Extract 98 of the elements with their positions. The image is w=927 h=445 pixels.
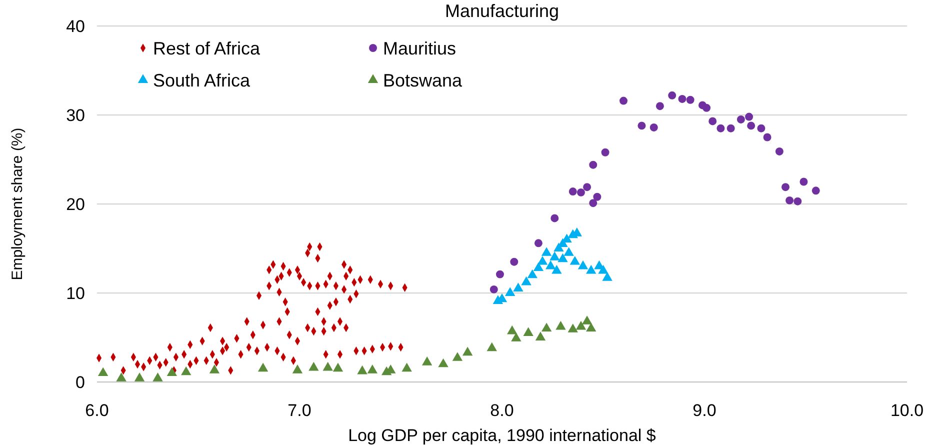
point — [668, 91, 676, 100]
point — [292, 364, 303, 374]
point — [589, 199, 598, 208]
point — [747, 122, 756, 130]
point — [116, 372, 126, 382]
point — [757, 124, 766, 132]
legend-label: South Africa — [153, 70, 252, 90]
point — [533, 262, 544, 272]
x-tick-label: 7.0 — [288, 401, 312, 420]
y-tick-label: 0 — [76, 372, 85, 392]
point — [367, 364, 378, 374]
y-tick-label: 30 — [66, 106, 85, 125]
point — [586, 322, 596, 332]
point — [708, 117, 717, 126]
y-tick-label: 10 — [66, 284, 85, 303]
point — [800, 178, 808, 186]
x-tick-label: 6.0 — [85, 401, 109, 420]
point — [558, 253, 568, 262]
point — [511, 332, 522, 342]
point — [763, 133, 772, 142]
point — [782, 183, 790, 192]
legend-label: Rest of Africa — [153, 38, 262, 58]
point — [726, 124, 735, 132]
point — [541, 322, 552, 332]
point — [322, 362, 333, 371]
point — [583, 183, 592, 192]
point — [568, 188, 577, 196]
point — [523, 327, 534, 336]
point — [736, 115, 745, 124]
point — [812, 186, 820, 195]
point — [656, 102, 664, 110]
point — [490, 285, 498, 294]
point — [602, 272, 612, 281]
point — [98, 367, 108, 376]
point — [638, 122, 646, 130]
point — [550, 252, 560, 260]
point — [601, 148, 610, 156]
point — [521, 276, 532, 286]
point — [134, 372, 145, 382]
point — [582, 316, 592, 324]
point — [534, 239, 542, 248]
point — [678, 95, 686, 103]
point — [308, 362, 319, 371]
legend-label: Botswana — [383, 70, 464, 90]
point — [209, 364, 220, 374]
point — [650, 123, 658, 132]
point — [181, 366, 192, 376]
y-tick-label: 40 — [66, 16, 85, 36]
point — [568, 324, 578, 332]
point — [564, 247, 574, 256]
point — [589, 160, 598, 169]
point — [775, 148, 784, 156]
point — [576, 320, 586, 330]
point — [402, 362, 412, 372]
point — [702, 104, 711, 112]
point — [546, 260, 556, 270]
y-axis-title: Employment share (%) — [9, 128, 26, 280]
point — [513, 282, 524, 292]
x-tick-label: 10.0 — [890, 401, 924, 420]
point — [552, 264, 562, 274]
point — [786, 196, 794, 204]
point — [535, 332, 546, 340]
point — [716, 124, 725, 132]
point — [556, 320, 566, 330]
point — [357, 365, 368, 374]
point — [745, 112, 754, 121]
point — [505, 287, 516, 296]
chart-title: Manufacturing — [444, 1, 560, 21]
point — [593, 192, 602, 201]
point — [570, 256, 580, 265]
y-tick-label: 20 — [66, 194, 85, 214]
point — [527, 269, 538, 278]
point — [620, 96, 628, 105]
point — [452, 352, 463, 361]
point — [586, 264, 596, 274]
point — [686, 96, 694, 104]
x-tick-label: 9.0 — [692, 401, 716, 420]
x-axis-title: Log GDP per capita, 1990 international $ — [348, 426, 656, 445]
point — [541, 247, 552, 256]
legend-label: Mauritius — [383, 38, 456, 58]
point — [462, 346, 473, 356]
point — [550, 214, 559, 222]
point — [496, 270, 504, 278]
point — [578, 260, 588, 270]
point — [422, 356, 432, 366]
point — [152, 372, 163, 382]
point — [537, 256, 548, 265]
point — [438, 358, 448, 368]
point — [510, 258, 518, 266]
point — [794, 197, 802, 206]
point — [576, 188, 585, 196]
point — [258, 362, 268, 372]
point — [598, 264, 608, 274]
x-tick-label: 8.0 — [490, 401, 514, 420]
point — [486, 342, 497, 352]
point — [332, 362, 344, 372]
point — [166, 367, 178, 376]
point — [507, 325, 518, 334]
